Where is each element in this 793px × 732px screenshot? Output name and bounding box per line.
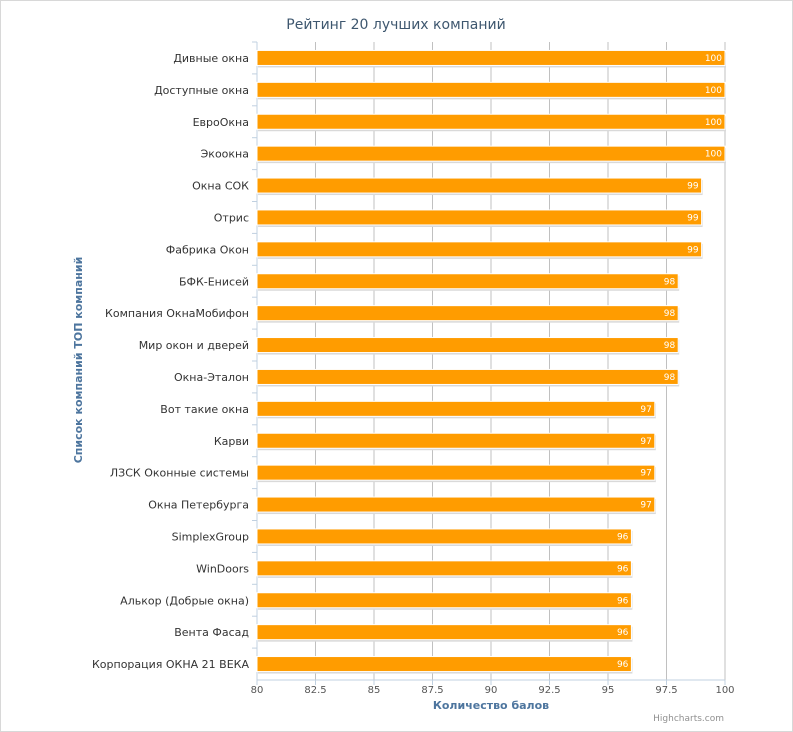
- category-label: Фабрика Окон: [166, 243, 249, 256]
- bar[interactable]: [256, 305, 679, 322]
- grid-layer: [252, 41, 726, 685]
- bar-value-label: 99: [687, 245, 699, 255]
- category-label: Доступные окна: [154, 84, 249, 97]
- bar[interactable]: [256, 337, 679, 354]
- bar-value-label: 99: [687, 213, 699, 223]
- category-label: Вот такие окна: [160, 403, 249, 416]
- bar[interactable]: [256, 592, 632, 609]
- x-axis-tick-labels: 80 82.5 85 87.5 90 92.5 95 97.5 100: [251, 685, 735, 696]
- bar-value-label: 97: [640, 501, 651, 511]
- bars-layer: 100 100 100 100 99 99 99 98 98 98 98 97 97 97 97 96 96 96…: [256, 49, 726, 674]
- category-label: БФК-Енисей: [179, 275, 249, 288]
- bar[interactable]: [256, 656, 632, 673]
- bar-value-label: 96: [617, 564, 629, 574]
- x-tick-label: 90: [485, 685, 498, 696]
- y-axis-title: Список компаний ТОП компаний: [72, 257, 85, 464]
- bar[interactable]: [256, 496, 656, 513]
- category-label: Вента Фасад: [174, 626, 249, 639]
- credits-link[interactable]: Highcharts.com: [653, 714, 724, 724]
- x-tick-label: 97.5: [655, 685, 677, 696]
- bar[interactable]: [256, 273, 679, 290]
- category-label: Мир окон и дверей: [139, 339, 249, 352]
- bar-value-label: 98: [664, 341, 676, 351]
- bar[interactable]: [256, 560, 632, 577]
- bar-value-label: 97: [640, 469, 651, 479]
- bar-value-label: 98: [664, 309, 676, 319]
- bar-value-label: 99: [687, 182, 699, 192]
- bar[interactable]: [256, 145, 726, 162]
- category-label: Компания ОкнаМобифон: [105, 307, 249, 320]
- x-tick-label: 100: [715, 685, 734, 696]
- bar-value-label: 100: [705, 86, 722, 96]
- bar-value-label: 96: [617, 532, 629, 542]
- x-tick-label: 87.5: [421, 685, 443, 696]
- category-label: Дивные окна: [173, 52, 249, 65]
- category-label: Окна СОК: [192, 180, 249, 193]
- x-tick-label: 85: [368, 685, 381, 696]
- bar-value-label: 96: [617, 628, 629, 638]
- bar-value-label: 100: [705, 118, 722, 128]
- x-tick-label: 82.5: [304, 685, 326, 696]
- bar-value-label: 98: [664, 373, 676, 383]
- bar-value-label: 100: [705, 150, 722, 160]
- x-tick-label: 95: [602, 685, 615, 696]
- category-label: Экоокна: [201, 148, 249, 161]
- bar[interactable]: [256, 400, 656, 417]
- category-label: Корпорация ОКНА 21 ВЕКА: [92, 658, 249, 671]
- bar[interactable]: [256, 81, 726, 98]
- bar[interactable]: [256, 177, 703, 194]
- category-label: ЛЗСК Оконные системы: [110, 467, 249, 480]
- bar[interactable]: [256, 432, 656, 449]
- category-label: Окна Петербурга: [148, 499, 249, 512]
- bar[interactable]: [256, 528, 632, 545]
- category-label: Карви: [214, 435, 249, 448]
- bar-value-label: 98: [664, 277, 676, 287]
- bar-value-label: 100: [705, 54, 722, 64]
- chart-title: Рейтинг 20 лучших компаний: [286, 17, 505, 33]
- bar[interactable]: [256, 209, 703, 226]
- category-label: ЕвроОкна: [193, 116, 249, 129]
- bar[interactable]: [256, 113, 726, 130]
- category-label: WinDoors: [196, 562, 249, 575]
- x-tick-label: 92.5: [538, 685, 560, 696]
- category-label: Отрис: [214, 211, 249, 224]
- bar-value-label: 97: [640, 405, 651, 415]
- x-axis-title: Количество балов: [433, 699, 549, 712]
- category-label: Алькор (Добрые окна): [120, 594, 249, 607]
- category-label: SimplexGroup: [172, 530, 249, 543]
- bar-value-label: 97: [640, 437, 651, 447]
- bar[interactable]: [256, 49, 726, 66]
- bar-value-label: 96: [617, 660, 629, 670]
- bar[interactable]: [256, 368, 679, 385]
- x-tick-label: 80: [251, 685, 264, 696]
- bar[interactable]: [256, 624, 632, 641]
- bar[interactable]: [256, 464, 656, 481]
- category-label: Окна-Эталон: [174, 371, 249, 384]
- category-labels: Дивные окна Доступные окна ЕвроОкна Экоокна…: [92, 52, 249, 671]
- bar-value-label: 96: [617, 596, 629, 606]
- bar[interactable]: [256, 241, 703, 258]
